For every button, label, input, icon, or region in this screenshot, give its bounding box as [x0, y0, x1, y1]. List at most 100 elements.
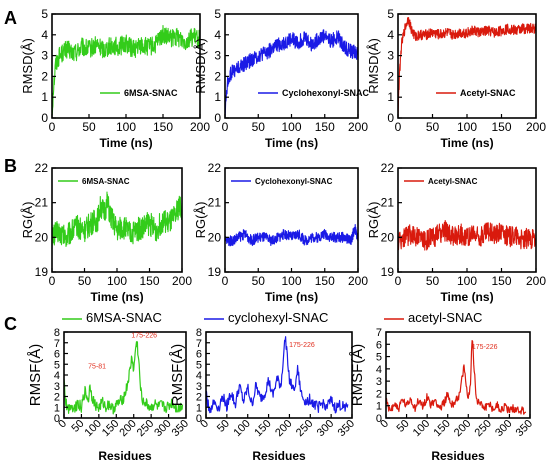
chart-b2: 0 50 100 150 200 19 20 21 22 Time (ns) RG(Å) Cycloh…	[193, 161, 368, 304]
series-line-c1	[63, 341, 184, 415]
x-tick-label: 0	[49, 274, 56, 288]
series-line-b1	[51, 191, 183, 250]
x-tick-label: 150	[315, 120, 335, 134]
y-axis-label: RMSD(Å)	[20, 38, 35, 94]
x-tick-label: 50	[395, 418, 412, 435]
x-tick-label: 150	[153, 120, 173, 134]
region-annotation: 75-81	[88, 364, 106, 371]
y-tick-label: 7	[196, 338, 202, 350]
y-tick-label: 5	[214, 7, 221, 21]
y-tick-label: 1	[376, 401, 382, 413]
y-tick-label: 20	[208, 230, 222, 244]
series-line-a1	[51, 24, 201, 116]
x-axis-label: Time (ns)	[90, 290, 143, 304]
x-tick-label: 300	[493, 418, 514, 439]
x-tick-label: 50	[215, 418, 232, 435]
y-tick-label: 3	[214, 49, 221, 63]
x-tick-label: 50	[82, 120, 96, 134]
x-tick-label: 100	[411, 418, 432, 439]
plot-frame	[51, 13, 201, 119]
y-tick-label: 4	[387, 28, 394, 42]
legend-label: Acetyl-SNAC	[428, 177, 478, 186]
y-tick-label: 2	[196, 392, 202, 404]
x-tick-label: 0	[222, 274, 229, 288]
series-line-a3	[397, 17, 537, 118]
y-axis-label: RMSD(Å)	[193, 38, 208, 94]
y-tick-label: 6	[196, 349, 202, 361]
chart-b3: 0 50 100 150 200 19 20 21 22 Time (ns) RG(Å) Acetyl…	[366, 161, 546, 304]
y-tick-label: 4	[214, 28, 221, 42]
region-annotation: 175-226	[472, 344, 498, 351]
y-tick-label: 3	[376, 376, 382, 388]
y-axis-label: RMSD(Å)	[366, 38, 381, 94]
y-tick-label: 0	[376, 413, 382, 425]
y-tick-label: 7	[54, 338, 60, 350]
y-tick-label: 2	[376, 388, 382, 400]
x-axis-label: Time (ns)	[265, 290, 318, 304]
legend-label: Cyclohexonyl-SNAC	[282, 88, 370, 98]
x-tick-label: 0	[49, 120, 56, 134]
y-tick-label: 2	[214, 69, 221, 83]
x-tick-label: 350	[170, 418, 191, 439]
x-axis-label: Time (ns)	[440, 136, 493, 150]
y-tick-label: 3	[54, 381, 60, 393]
legend-label: Cyclohexonyl-SNAC	[255, 177, 333, 186]
x-tick-label: 350	[336, 418, 357, 439]
region-annotation: 175-226	[289, 342, 315, 349]
y-tick-label: 5	[41, 7, 48, 21]
x-tick-label: 200	[526, 120, 546, 134]
y-tick-label: 5	[196, 359, 202, 371]
chart-a3: 0 50 100 150 200 0 1 2 3 4 5 Time (ns) RMSD(Å) Acetyl…	[366, 7, 546, 150]
series-line-c2	[205, 336, 349, 414]
x-tick-label: 50	[252, 274, 266, 288]
y-tick-label: 5	[387, 7, 394, 21]
y-tick-label: 2	[387, 69, 394, 83]
x-tick-label: 150	[315, 274, 335, 288]
x-axis-label: Residues	[252, 449, 306, 463]
y-axis-label: RMSF(Å)	[27, 344, 44, 407]
x-tick-label: 0	[395, 274, 402, 288]
y-tick-label: 0	[196, 413, 202, 425]
y-axis-label: RG(Å)	[20, 202, 35, 239]
x-tick-label: 250	[135, 418, 156, 439]
x-tick-label: 50	[78, 274, 92, 288]
y-tick-label: 4	[196, 370, 202, 382]
x-axis-label: Time (ns)	[440, 290, 493, 304]
chart-a2: 0 50 100 150 200 0 1 2 3 4 5 Time (ns) RMSD(Å) Cycloh…	[193, 7, 370, 150]
chart-c3: 0 50 100 150 200 250 300 35001234567ResiduesRMS…	[349, 310, 535, 463]
x-tick-label: 350	[514, 418, 535, 439]
y-tick-label: 1	[387, 90, 394, 104]
x-tick-label: 150	[252, 418, 273, 439]
y-tick-label: 20	[381, 230, 395, 244]
x-tick-label: 200	[172, 274, 192, 288]
x-tick-label: 200	[190, 120, 210, 134]
y-tick-label: 7	[376, 327, 382, 339]
panel-label-b: B	[4, 156, 17, 176]
y-tick-label: 0	[54, 413, 60, 425]
series-line-b3	[397, 220, 537, 251]
x-tick-label: 200	[273, 418, 294, 439]
chart-c1: 0 50100150200250300350012345678ResiduesRM…	[27, 310, 191, 463]
x-tick-label: 150	[491, 274, 511, 288]
legend-label: acetyl-SNAC	[408, 310, 482, 325]
y-tick-label: 0	[214, 111, 221, 125]
x-tick-label: 150	[139, 274, 159, 288]
series-line-b2	[224, 224, 359, 247]
x-axis-label: Time (ns)	[265, 136, 318, 150]
chart-a1: 0 50 100 150 200 0 1 2 3 4 5 Time (ns) RMSD(Å) 6MSA-S…	[20, 7, 210, 150]
series-line-a2	[224, 29, 359, 118]
x-tick-label: 50	[426, 120, 440, 134]
x-axis-label: Time (ns)	[99, 136, 152, 150]
y-tick-label: 0	[41, 111, 48, 125]
x-tick-label: 0	[395, 120, 402, 134]
y-tick-label: 3	[387, 49, 394, 63]
y-tick-label: 2	[41, 69, 48, 83]
panel-label-a: A	[4, 8, 17, 28]
x-tick-label: 300	[152, 418, 173, 439]
x-tick-label: 300	[315, 418, 336, 439]
x-tick-label: 100	[281, 120, 301, 134]
y-tick-label: 2	[54, 392, 60, 404]
y-tick-label: 4	[54, 370, 60, 382]
series-line-c3	[385, 340, 527, 415]
